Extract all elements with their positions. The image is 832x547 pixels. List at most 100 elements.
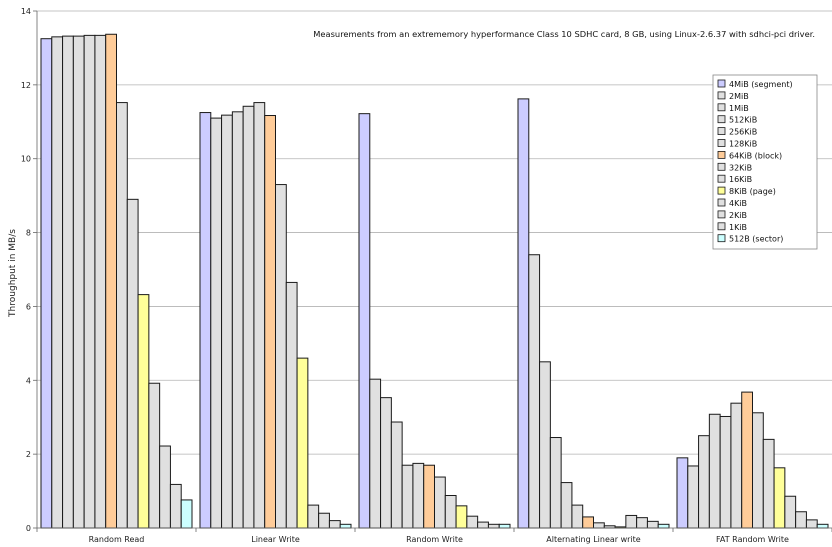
y-tick-label: 12 (21, 81, 31, 90)
legend-label: 32KiB (729, 163, 752, 172)
bar (488, 524, 499, 528)
bar (381, 398, 392, 528)
bar (138, 295, 149, 528)
bar (181, 500, 192, 528)
legend-swatch (718, 80, 725, 87)
bar (720, 416, 731, 528)
bar (424, 465, 435, 528)
legend-swatch (718, 175, 725, 182)
bar (222, 115, 233, 528)
bar (170, 484, 181, 528)
bar (319, 513, 330, 528)
legend-label: 8KiB (page) (729, 187, 776, 196)
bar (742, 392, 753, 528)
bar (391, 422, 402, 528)
bar (550, 438, 561, 528)
bar (359, 114, 370, 528)
bar (529, 255, 540, 528)
legend-label: 4MiB (segment) (729, 80, 793, 89)
bar (518, 99, 529, 528)
bar (340, 524, 351, 528)
bar (677, 458, 688, 528)
bar (52, 37, 63, 528)
bar (626, 515, 637, 528)
legend-swatch (718, 187, 725, 194)
legend-swatch (718, 199, 725, 206)
bar (243, 106, 254, 528)
bar (286, 282, 297, 528)
bar (594, 523, 605, 528)
legend-swatch (718, 211, 725, 218)
bar (467, 516, 478, 528)
bar (647, 521, 658, 528)
bar (540, 362, 551, 528)
bar (583, 517, 594, 528)
bar (211, 118, 222, 528)
bar (63, 36, 74, 528)
y-tick-label: 14 (21, 7, 31, 16)
legend-label: 16KiB (729, 175, 752, 184)
y-tick-label: 6 (26, 302, 31, 311)
bar (232, 112, 243, 528)
legend-label: 4KiB (729, 199, 747, 208)
legend-swatch (718, 104, 725, 111)
bar (370, 379, 381, 528)
bar (106, 34, 117, 528)
x-category-label: Random Read (89, 535, 145, 544)
bar (456, 506, 467, 528)
bar (445, 496, 456, 528)
bar (73, 36, 84, 528)
legend-label: 1MiB (729, 104, 749, 113)
bar (753, 413, 764, 528)
bar (817, 524, 828, 528)
legend-label: 2MiB (729, 92, 749, 101)
bar (127, 199, 138, 528)
bar (149, 383, 160, 528)
bar (785, 496, 796, 528)
y-tick-label: 2 (26, 450, 31, 459)
legend-swatch (718, 223, 725, 230)
chart-annotation: Measurements from an extrememory hyperfo… (313, 29, 815, 39)
bar (796, 512, 807, 528)
bar (95, 35, 106, 528)
bar (637, 518, 648, 528)
legend-swatch (718, 140, 725, 147)
legend-swatch (718, 116, 725, 123)
bar (413, 463, 424, 528)
legend-swatch (718, 92, 725, 99)
legend-label: 2KiB (729, 211, 747, 220)
legend: 4MiB (segment) 2MiB 1MiB 512KiB 256KiB 128KiB… (713, 75, 817, 249)
x-category-label: Random Write (406, 535, 463, 544)
bar (84, 35, 95, 528)
legend-label: 64KiB (block) (729, 151, 782, 160)
bar (160, 446, 171, 528)
legend-label: 256KiB (729, 128, 757, 137)
bar (561, 483, 572, 528)
bar (308, 505, 319, 528)
x-category-label: FAT Random Write (716, 535, 789, 544)
y-tick-label: 10 (21, 155, 31, 164)
y-axis-label: Throughput in MB/s (8, 229, 18, 318)
bar (688, 466, 699, 528)
bar (806, 520, 817, 528)
legend-label: 512KiB (729, 116, 757, 125)
bar (572, 505, 583, 528)
bar (200, 113, 211, 528)
bar (117, 103, 128, 528)
legend-swatch (718, 235, 725, 242)
bar (41, 39, 52, 528)
bar (329, 521, 340, 528)
legend-label: 512B (sector) (729, 235, 783, 244)
bar (774, 468, 785, 528)
bar (731, 403, 742, 528)
bar (478, 522, 489, 528)
bar (699, 436, 710, 528)
bar (265, 116, 276, 528)
legend-swatch (718, 163, 725, 170)
bar (435, 477, 446, 528)
x-category-label: Alternating Linear write (546, 535, 641, 544)
legend-label: 1KiB (729, 223, 747, 232)
bar (763, 439, 774, 528)
y-tick-label: 8 (26, 229, 31, 238)
